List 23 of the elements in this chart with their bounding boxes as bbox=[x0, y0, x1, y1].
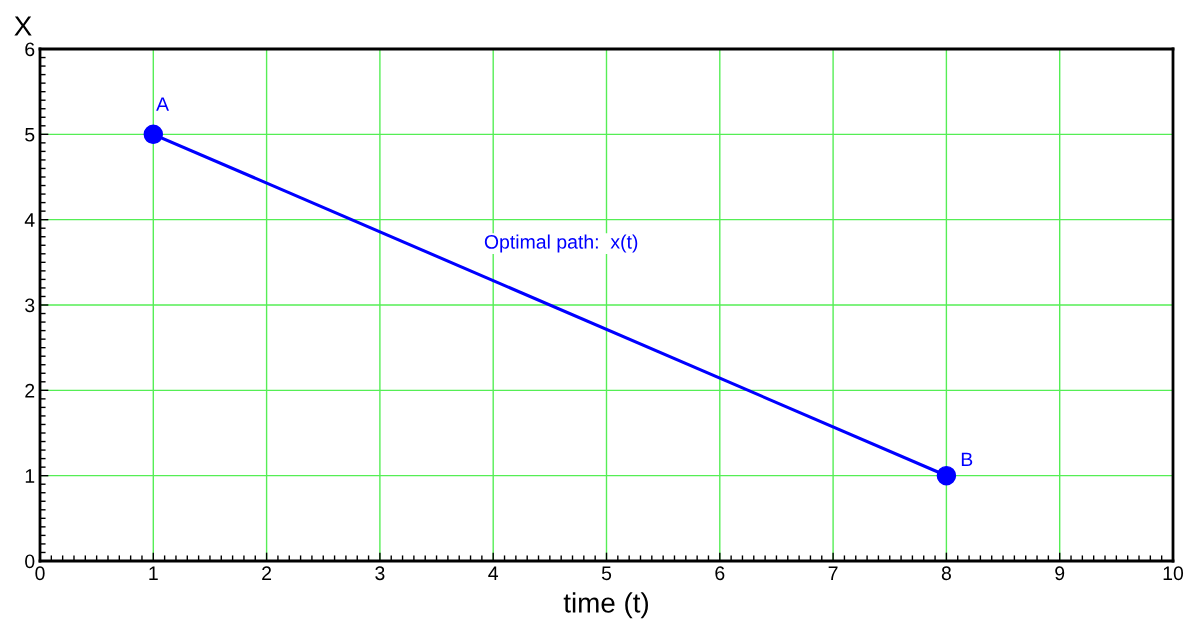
annotation: B bbox=[961, 452, 973, 467]
x-tick-label: 9 bbox=[1055, 566, 1065, 581]
x-axis-title: time (t) bbox=[563, 592, 648, 619]
x-tick-label: 6 bbox=[715, 566, 725, 581]
y-axis-title: X bbox=[14, 16, 32, 36]
y-tick-label: 2 bbox=[25, 383, 35, 398]
x-tick-label: 4 bbox=[488, 566, 499, 580]
x-tick-label: 8 bbox=[941, 566, 951, 581]
x-tick-label: 1 bbox=[149, 566, 158, 580]
y-tick-label: 3 bbox=[25, 298, 35, 313]
y-tick-label: 5 bbox=[25, 128, 35, 142]
x-tick-label: 7 bbox=[828, 566, 838, 580]
x-tick-label: 3 bbox=[375, 566, 385, 581]
x-tick-label: 0 bbox=[35, 566, 45, 581]
y-tick-label: 0 bbox=[25, 554, 35, 569]
x-tick-label: 5 bbox=[601, 566, 612, 581]
y-tick-label: 4 bbox=[24, 213, 35, 227]
annotation: Optimal path: x(t) bbox=[484, 234, 638, 253]
x-tick-label: 2 bbox=[262, 566, 272, 580]
annotation: A bbox=[156, 97, 170, 111]
x-tick-label: 10 bbox=[1163, 566, 1184, 581]
y-tick-label: 1 bbox=[25, 469, 35, 483]
y-tick-label: 6 bbox=[25, 42, 35, 57]
